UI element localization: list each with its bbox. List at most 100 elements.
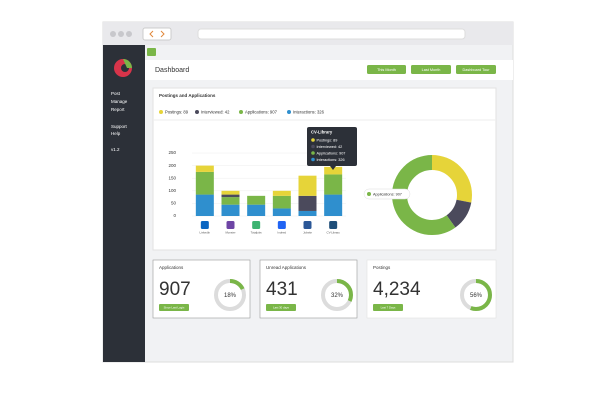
header-button-label: Dashboard Tour	[463, 68, 491, 72]
x-tick-label: CV-Library	[327, 231, 341, 235]
bar-segment[interactable]	[195, 165, 214, 172]
card-button-label: Last 7 Days	[381, 306, 396, 310]
bar-segment[interactable]	[221, 194, 240, 198]
legend-swatch	[195, 110, 199, 114]
bar-segment[interactable]	[272, 195, 291, 209]
bar-segment[interactable]	[247, 204, 266, 216]
card-button-label: Last 30 days	[273, 306, 289, 310]
category-icon	[277, 221, 286, 229]
ring-label: 18%	[224, 293, 237, 299]
x-tick-label: Indeed	[278, 231, 287, 235]
tooltip-item: Interactions: 326	[317, 158, 345, 162]
tooltip-item: Applications: 907	[317, 151, 346, 155]
ring-progress	[321, 279, 353, 311]
tooltip-item: Postings: 89	[317, 138, 338, 142]
bar-segment[interactable]	[298, 210, 317, 216]
card-button[interactable]	[266, 304, 296, 311]
category-icon	[252, 221, 261, 229]
header-button[interactable]	[411, 65, 451, 74]
bar-segment[interactable]	[324, 194, 343, 216]
nav-buttons[interactable]	[142, 27, 172, 41]
donut-label-swatch	[367, 192, 371, 196]
bar-segment[interactable]	[272, 208, 291, 216]
card-value: 4,234	[373, 279, 421, 300]
ring-label: 56%	[470, 293, 483, 299]
page-title: Dashboard	[155, 67, 189, 74]
header-button-label: This Month	[377, 68, 396, 72]
tooltip-title: CV-Library	[311, 130, 333, 135]
logo-leaf	[123, 59, 132, 68]
card-button[interactable]	[373, 304, 403, 311]
y-tick-label: 200	[168, 163, 176, 168]
legend-label: Interactions: 326	[293, 109, 325, 114]
card-title: Unread Applications	[266, 265, 307, 270]
menu-item[interactable]: Manage	[111, 99, 128, 104]
window-dot[interactable]	[118, 31, 124, 37]
tooltip-swatch	[311, 144, 315, 149]
bar-segment[interactable]	[221, 190, 240, 195]
sidebar	[103, 45, 145, 362]
card-title: Postings	[373, 265, 391, 270]
window-dot[interactable]	[126, 31, 132, 37]
card-value: 907	[159, 279, 191, 300]
menu-item[interactable]: v1.2	[111, 147, 120, 152]
category-icon	[303, 221, 312, 229]
legend-swatch	[287, 110, 291, 114]
y-tick-label: 0	[173, 213, 176, 218]
legend-swatch	[159, 110, 163, 114]
ring-progress	[460, 279, 492, 311]
y-tick-label: 100	[168, 188, 176, 193]
tooltip	[307, 127, 357, 166]
y-tick-label: 50	[171, 201, 177, 206]
x-tick-label: Monster	[225, 231, 235, 235]
panel-title: Postings and Applications	[159, 93, 216, 98]
bar-segment[interactable]	[272, 190, 291, 196]
card-button[interactable]	[159, 304, 189, 311]
x-tick-label: Jobsite	[303, 231, 312, 235]
legend-label: Applications: 907	[245, 109, 278, 114]
tooltip-item: Interviewed: 42	[317, 145, 343, 149]
menu-item[interactable]: Help	[111, 131, 121, 136]
ring-progress	[214, 279, 246, 311]
bar-segment[interactable]	[221, 197, 240, 205]
x-tick-label: Totaljobs	[251, 231, 263, 235]
category-icon	[226, 221, 235, 229]
legend-swatch	[239, 110, 243, 114]
donut-label: Applications: 907	[373, 192, 402, 196]
donut-label-box	[363, 188, 411, 200]
bar-segment[interactable]	[298, 175, 317, 196]
y-tick-label: 150	[168, 175, 176, 180]
menu-item[interactable]: Report	[111, 107, 125, 112]
tooltip-pointer	[330, 166, 336, 170]
header-button[interactable]	[456, 65, 496, 74]
bar-segment[interactable]	[221, 204, 240, 216]
address-bar[interactable]	[197, 28, 466, 40]
bar-segment[interactable]	[195, 194, 214, 216]
legend-label: Interviewed: 42	[201, 109, 230, 114]
header-button[interactable]	[367, 65, 406, 74]
ring-label: 32%	[331, 293, 344, 299]
card-title: Applications	[159, 265, 184, 270]
bar-segment[interactable]	[324, 174, 343, 195]
tooltip-swatch	[311, 138, 315, 142]
bar-segment[interactable]	[298, 195, 317, 211]
menu-item[interactable]: Post	[111, 91, 121, 96]
tooltip-swatch	[311, 157, 315, 162]
window-dot[interactable]	[110, 31, 116, 37]
category-icon	[200, 221, 209, 229]
card-value: 431	[266, 279, 298, 300]
y-tick-label: 250	[168, 150, 176, 155]
tooltip-swatch	[311, 151, 315, 155]
card-button-label: Since Last Login	[164, 306, 185, 310]
header-button-label: Last Month	[422, 68, 441, 72]
legend-label: Postings: 89	[165, 109, 189, 114]
menu-item[interactable]: Support	[111, 124, 128, 129]
category-icon	[329, 221, 338, 229]
x-tick-label: LinkedIn	[200, 231, 211, 235]
bar-segment[interactable]	[247, 195, 266, 205]
bar-segment[interactable]	[195, 171, 214, 195]
nav-arrows	[149, 30, 165, 38]
bar-segment[interactable]	[324, 166, 343, 175]
menu-toggle[interactable]	[147, 48, 156, 56]
